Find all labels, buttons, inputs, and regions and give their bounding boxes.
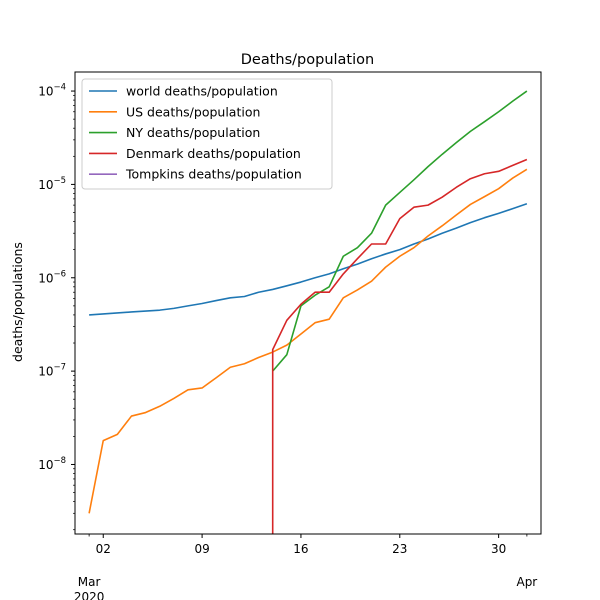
y-tick-label-0: 10−8 [38,456,66,472]
x-tick-label-1: 09 [194,542,209,556]
y-tick-label-4: 10−4 [38,83,66,99]
x-tick-label-2: 16 [293,542,308,556]
y-tick-label-2: 10−6 [38,269,66,285]
legend-label-2: NY deaths/population [126,125,260,140]
legend-label-1: US deaths/population [126,104,260,119]
x-year-label-0: 2020 [74,590,105,600]
legend-box [81,78,333,190]
y-tick-label-3: 10−5 [38,176,66,192]
chart-title: Deaths/population [241,52,374,68]
series-line-0 [89,203,528,316]
series-line-2 [272,90,528,372]
x-tick-label-3: 23 [392,542,407,556]
plot-frame [74,71,542,535]
series-line-3 [271,158,528,534]
x-tick-label-4: 30 [491,542,506,556]
x-month-label-1: Apr [516,575,537,589]
y-tick-label-1: 10−7 [38,363,66,379]
series-line-1 [88,168,528,514]
legend-label-3: Denmark deaths/population [126,146,301,161]
legend-label-4: Tompkins deaths/population [125,167,302,182]
x-month-label-0: Mar [78,575,101,589]
x-tick-label-0: 02 [96,542,111,556]
legend-label-0: world deaths/population [126,84,278,99]
y-axis-label: deaths/populations [10,242,25,362]
